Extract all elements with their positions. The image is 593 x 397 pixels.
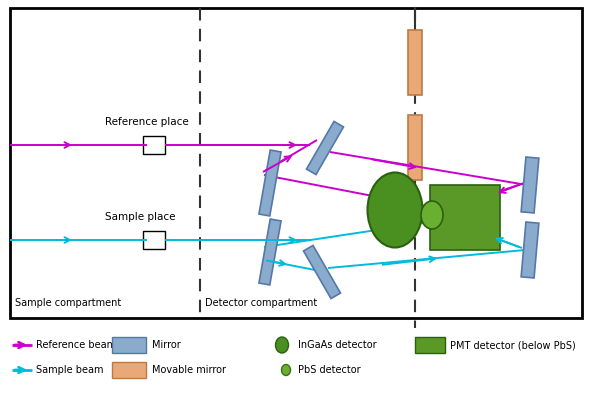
Bar [521,157,539,213]
Text: Sample beam: Sample beam [36,365,104,375]
Bar [259,219,281,285]
Ellipse shape [421,201,443,229]
Bar [304,245,340,299]
Text: Detector compartment: Detector compartment [205,298,317,308]
Bar [408,115,422,180]
Bar [10,8,582,318]
Bar [259,150,281,216]
Text: Sample place: Sample place [105,212,176,222]
Text: PMT detector (below PbS): PMT detector (below PbS) [450,340,576,350]
Bar [415,337,445,353]
Bar [112,337,146,353]
Bar [521,222,539,278]
Bar [307,121,343,175]
Text: Reference place: Reference place [105,117,189,127]
Bar [430,185,500,250]
Text: InGaAs detector: InGaAs detector [298,340,377,350]
Text: Sample compartment: Sample compartment [15,298,121,308]
Ellipse shape [282,364,291,376]
Ellipse shape [368,173,422,247]
Text: Mirror: Mirror [152,340,181,350]
Bar [143,231,165,249]
Ellipse shape [276,337,289,353]
Bar [112,362,146,378]
Bar [143,136,165,154]
Bar [408,30,422,95]
Text: Reference beam: Reference beam [36,340,116,350]
Text: PbS detector: PbS detector [298,365,361,375]
Text: Movable mirror: Movable mirror [152,365,226,375]
